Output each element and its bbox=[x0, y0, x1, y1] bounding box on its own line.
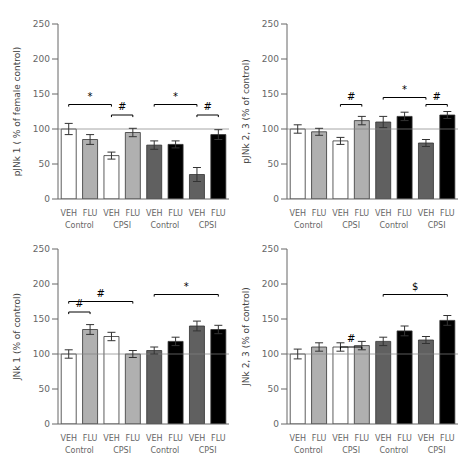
svg-text:Control: Control bbox=[294, 221, 323, 230]
svg-text:CPSI: CPSI bbox=[428, 221, 446, 230]
svg-text:VEH: VEH bbox=[146, 209, 163, 218]
svg-text:$: $ bbox=[412, 281, 418, 292]
svg-text:*: * bbox=[184, 281, 189, 292]
svg-text:JNk 1 (% of control): JNk 1 (% of control) bbox=[12, 293, 22, 381]
svg-text:VEH: VEH bbox=[418, 209, 435, 218]
svg-text:VEH: VEH bbox=[375, 209, 392, 218]
svg-text:FLU: FLU bbox=[168, 209, 183, 218]
svg-text:CPSI: CPSI bbox=[428, 446, 446, 455]
svg-text:VEH: VEH bbox=[146, 434, 163, 443]
svg-text:FLU: FLU bbox=[126, 434, 141, 443]
svg-text:150: 150 bbox=[262, 89, 279, 99]
svg-text:FLU: FLU bbox=[126, 209, 141, 218]
svg-text:250: 250 bbox=[262, 244, 279, 254]
svg-text:200: 200 bbox=[33, 54, 50, 64]
svg-text:0: 0 bbox=[273, 194, 279, 204]
svg-text:150: 150 bbox=[33, 314, 50, 324]
svg-text:250: 250 bbox=[33, 244, 50, 254]
svg-text:150: 150 bbox=[262, 314, 279, 324]
svg-text:Control: Control bbox=[150, 221, 179, 230]
svg-text:FLU: FLU bbox=[83, 434, 98, 443]
svg-text:FLU: FLU bbox=[312, 209, 327, 218]
svg-text:VEH: VEH bbox=[332, 434, 349, 443]
svg-text:250: 250 bbox=[262, 19, 279, 29]
svg-text:50: 50 bbox=[39, 159, 51, 169]
svg-text:250: 250 bbox=[33, 19, 50, 29]
svg-text:CPSI: CPSI bbox=[113, 221, 131, 230]
svg-text:VEH: VEH bbox=[103, 434, 120, 443]
svg-text:CPSI: CPSI bbox=[113, 446, 131, 455]
svg-text:FLU: FLU bbox=[397, 209, 412, 218]
svg-text:VEH: VEH bbox=[103, 209, 120, 218]
svg-text:CPSI: CPSI bbox=[342, 446, 360, 455]
svg-text:50: 50 bbox=[268, 159, 280, 169]
svg-text:#: # bbox=[97, 288, 105, 299]
svg-text:VEH: VEH bbox=[189, 434, 206, 443]
svg-text:0: 0 bbox=[44, 419, 50, 429]
svg-text:#: # bbox=[347, 91, 355, 102]
svg-text:pJNk 2, 3 (% of control): pJNk 2, 3 (% of control) bbox=[241, 59, 251, 163]
svg-text:200: 200 bbox=[33, 279, 50, 289]
svg-text:FLU: FLU bbox=[211, 434, 226, 443]
svg-text:VEH: VEH bbox=[418, 434, 435, 443]
svg-text:*: * bbox=[88, 91, 93, 102]
svg-text:50: 50 bbox=[268, 384, 280, 394]
svg-text:FLU: FLU bbox=[312, 434, 327, 443]
svg-text:100: 100 bbox=[262, 349, 279, 359]
svg-text:*: * bbox=[402, 84, 407, 95]
svg-text:pJNk 1 ( % of female control): pJNk 1 ( % of female control) bbox=[12, 47, 22, 177]
svg-text:FLU: FLU bbox=[440, 209, 455, 218]
svg-text:#: # bbox=[75, 298, 83, 309]
svg-text:100: 100 bbox=[262, 124, 279, 134]
svg-text:Control: Control bbox=[294, 446, 323, 455]
svg-text:#: # bbox=[347, 333, 355, 344]
svg-text:FLU: FLU bbox=[211, 209, 226, 218]
svg-text:CPSI: CPSI bbox=[199, 446, 217, 455]
svg-text:CPSI: CPSI bbox=[342, 221, 360, 230]
svg-text:VEH: VEH bbox=[375, 434, 392, 443]
svg-text:Control: Control bbox=[65, 446, 94, 455]
svg-text:100: 100 bbox=[33, 349, 50, 359]
svg-text:*: * bbox=[173, 91, 178, 102]
svg-text:Control: Control bbox=[379, 221, 408, 230]
svg-text:0: 0 bbox=[273, 419, 279, 429]
svg-text:#: # bbox=[118, 101, 126, 112]
svg-text:FLU: FLU bbox=[355, 434, 370, 443]
svg-text:Control: Control bbox=[65, 221, 94, 230]
svg-text:100: 100 bbox=[33, 124, 50, 134]
svg-text:FLU: FLU bbox=[355, 209, 370, 218]
svg-text:JNk 2, 3 (% of control): JNk 2, 3 (% of control) bbox=[241, 287, 251, 387]
svg-text:#: # bbox=[432, 91, 440, 102]
svg-text:FLU: FLU bbox=[83, 209, 98, 218]
svg-text:VEH: VEH bbox=[60, 209, 77, 218]
svg-text:200: 200 bbox=[262, 279, 279, 289]
svg-text:FLU: FLU bbox=[397, 434, 412, 443]
svg-text:150: 150 bbox=[33, 89, 50, 99]
svg-text:#: # bbox=[203, 101, 211, 112]
svg-text:FLU: FLU bbox=[168, 434, 183, 443]
svg-text:VEH: VEH bbox=[289, 209, 306, 218]
svg-text:50: 50 bbox=[39, 384, 51, 394]
svg-text:0: 0 bbox=[44, 194, 50, 204]
svg-text:VEH: VEH bbox=[332, 209, 349, 218]
svg-text:VEH: VEH bbox=[189, 209, 206, 218]
svg-text:Control: Control bbox=[150, 446, 179, 455]
svg-text:Control: Control bbox=[379, 446, 408, 455]
svg-text:CPSI: CPSI bbox=[199, 221, 217, 230]
svg-text:VEH: VEH bbox=[289, 434, 306, 443]
svg-text:200: 200 bbox=[262, 54, 279, 64]
svg-text:FLU: FLU bbox=[440, 434, 455, 443]
svg-text:VEH: VEH bbox=[60, 434, 77, 443]
